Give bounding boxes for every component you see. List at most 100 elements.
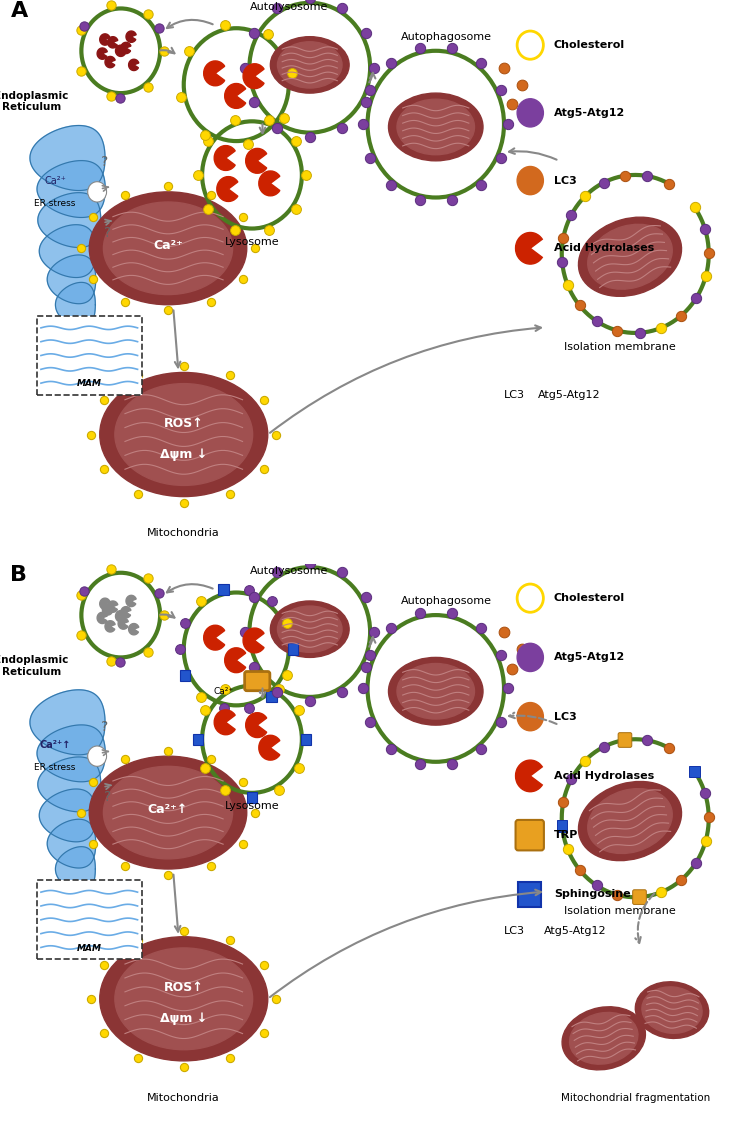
Text: ?: ? <box>104 790 111 805</box>
Point <box>360 24 372 42</box>
Point <box>365 149 376 168</box>
Point <box>336 563 348 581</box>
Text: Autophagosome: Autophagosome <box>401 596 492 606</box>
Point <box>574 861 586 879</box>
Point <box>258 459 270 478</box>
Text: Endoplasmic
Reticulum: Endoplasmic Reticulum <box>0 656 68 677</box>
Point <box>656 319 667 337</box>
Point <box>562 840 573 858</box>
Point <box>240 58 251 76</box>
Text: Δψm ↓: Δψm ↓ <box>160 1012 207 1025</box>
Point <box>368 58 380 76</box>
Text: Acid Hydrolases: Acid Hydrolases <box>554 771 654 781</box>
Circle shape <box>249 567 370 697</box>
Text: ?: ? <box>101 155 109 170</box>
Wedge shape <box>121 42 131 54</box>
Text: Δψm ↓: Δψm ↓ <box>160 448 207 461</box>
Ellipse shape <box>397 663 475 719</box>
Wedge shape <box>97 48 107 59</box>
Point <box>690 854 702 872</box>
Polygon shape <box>30 125 105 190</box>
Point <box>414 755 426 773</box>
Text: Atg5-Atg12: Atg5-Atg12 <box>544 926 606 936</box>
Point <box>76 586 87 604</box>
Point <box>159 42 171 60</box>
Point <box>368 622 380 641</box>
FancyBboxPatch shape <box>618 733 632 748</box>
Point <box>87 270 99 288</box>
Point <box>304 0 315 8</box>
Wedge shape <box>115 46 126 56</box>
Bar <box>247 791 257 803</box>
Point <box>199 701 211 719</box>
Point <box>98 1024 110 1042</box>
Point <box>272 563 284 581</box>
Circle shape <box>87 746 107 766</box>
Wedge shape <box>515 760 542 791</box>
Text: Ca²⁺: Ca²⁺ <box>153 239 183 252</box>
Point <box>76 22 87 40</box>
FancyBboxPatch shape <box>245 671 270 691</box>
Point <box>634 324 645 342</box>
Wedge shape <box>225 648 245 673</box>
Circle shape <box>249 2 370 132</box>
Ellipse shape <box>270 36 349 93</box>
Point <box>237 209 249 227</box>
Point <box>175 88 187 106</box>
Polygon shape <box>37 757 101 812</box>
Point <box>142 643 154 661</box>
Point <box>557 793 569 812</box>
Wedge shape <box>225 83 245 108</box>
Point <box>414 603 426 621</box>
Ellipse shape <box>104 202 232 294</box>
Point <box>562 276 573 294</box>
Point <box>76 804 87 822</box>
Point <box>300 165 312 184</box>
Text: LC3: LC3 <box>554 176 577 186</box>
Point <box>365 714 376 732</box>
Text: Ca²⁺: Ca²⁺ <box>44 176 66 186</box>
Point <box>206 293 218 311</box>
Point <box>178 494 190 512</box>
Circle shape <box>82 572 160 658</box>
Ellipse shape <box>89 756 247 869</box>
Circle shape <box>517 702 543 731</box>
Point <box>76 239 87 258</box>
Point <box>248 658 259 676</box>
Text: Lysosome: Lysosome <box>225 800 279 811</box>
Text: Ca²⁺: Ca²⁺ <box>213 686 234 695</box>
Point <box>591 877 603 895</box>
Wedge shape <box>129 624 139 635</box>
Point <box>76 62 87 80</box>
Point <box>591 312 603 331</box>
Point <box>192 165 204 184</box>
Point <box>336 119 348 137</box>
Point <box>224 1049 236 1067</box>
Point <box>78 581 90 600</box>
Point <box>612 321 623 340</box>
Wedge shape <box>121 606 131 618</box>
Polygon shape <box>47 820 96 868</box>
Point <box>598 173 609 192</box>
Text: Isolation membrane: Isolation membrane <box>564 342 675 352</box>
Wedge shape <box>214 146 235 170</box>
Wedge shape <box>107 36 118 48</box>
Point <box>142 569 154 587</box>
Point <box>475 618 487 636</box>
Point <box>270 990 282 1008</box>
Point <box>248 93 259 112</box>
Point <box>76 626 87 644</box>
Text: MAM: MAM <box>76 380 101 389</box>
Text: Atg5-Atg12: Atg5-Atg12 <box>554 108 625 117</box>
Point <box>304 692 315 710</box>
Point <box>142 79 154 97</box>
Ellipse shape <box>115 948 253 1050</box>
Point <box>290 131 301 149</box>
Text: ER stress: ER stress <box>35 763 76 772</box>
Point <box>675 307 686 325</box>
Point <box>199 759 211 777</box>
Wedge shape <box>105 621 115 632</box>
Point <box>579 751 591 770</box>
Ellipse shape <box>588 225 673 290</box>
Text: LC3: LC3 <box>504 390 525 400</box>
